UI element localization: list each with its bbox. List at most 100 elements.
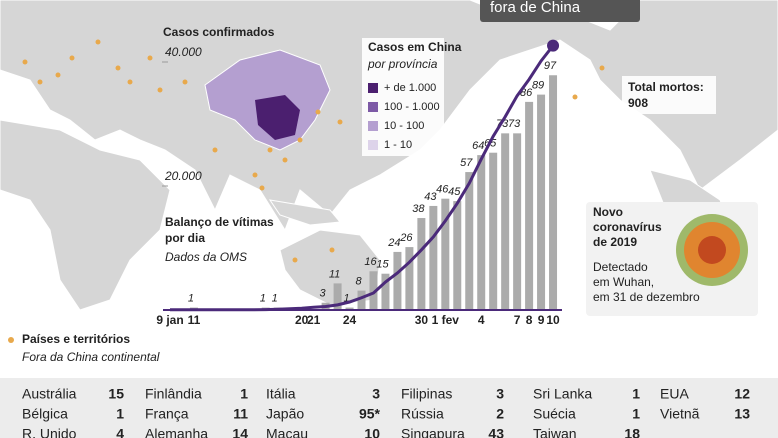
map-legend-box <box>362 38 444 156</box>
value-label: 1 <box>188 292 194 304</box>
table-background <box>0 378 778 438</box>
value-label: 97 <box>544 60 557 72</box>
x-tick-label: 9 jan <box>156 313 183 327</box>
territory-dot <box>329 247 335 253</box>
value-label: 1 <box>272 292 278 304</box>
bar <box>441 198 450 310</box>
bar <box>429 205 438 310</box>
country-name: Singapura <box>401 426 465 438</box>
territory-dot <box>157 87 163 93</box>
country-name: Taiwan <box>533 426 577 438</box>
value-label: 89 <box>532 80 544 92</box>
territory-dot <box>315 109 321 115</box>
territory-dot <box>292 257 298 263</box>
legend-label: + de 1.000 <box>384 82 436 94</box>
bar <box>549 75 558 310</box>
x-tick-label: 21 <box>307 313 321 327</box>
country-cases: 12 <box>734 386 750 402</box>
legend-label: 10 - 100 <box>384 120 424 132</box>
bar <box>465 172 474 310</box>
bar <box>513 133 522 310</box>
bar <box>525 101 534 310</box>
country-cases: 13 <box>734 406 750 422</box>
value-label: 73 <box>508 118 521 130</box>
virus-text: em 31 de dezembro <box>593 290 700 304</box>
legend-title: Casos em China <box>368 40 462 54</box>
bar <box>489 152 498 310</box>
country-cases: 1 <box>116 406 124 422</box>
value-label: 16 <box>364 256 377 268</box>
x-tick-label: 24 <box>343 313 357 327</box>
legend-dot <box>8 337 14 343</box>
country-cases: 3 <box>496 386 504 402</box>
country-name: Suécia <box>533 406 576 422</box>
total-label: Total mortos: <box>628 80 704 94</box>
value-label: 46 <box>436 184 449 196</box>
virus-title: de 2019 <box>593 235 637 249</box>
x-tick-label: 11 <box>188 313 201 327</box>
country-cases: 1 <box>632 386 640 402</box>
territory-dot <box>282 157 288 163</box>
country-cases: 1 <box>632 406 640 422</box>
country-name: França <box>145 406 189 422</box>
territory-markers <box>22 39 605 263</box>
country-cases: 10 <box>364 426 380 438</box>
country-cases: 15 <box>108 386 124 402</box>
country-name: Alemanha <box>145 426 208 438</box>
value-label: 45 <box>448 186 461 198</box>
bar <box>357 290 366 310</box>
legend-swatch <box>368 140 378 150</box>
value-label: 57 <box>460 157 473 169</box>
territory-dot <box>95 39 101 45</box>
territory-dot <box>147 55 153 61</box>
country-name: Itália <box>266 386 296 402</box>
total-box <box>622 76 716 114</box>
country-name: Filipinas <box>401 386 452 402</box>
territory-dot <box>115 65 121 71</box>
bar <box>333 283 342 310</box>
x-tick-label: 4 <box>478 313 485 327</box>
country-cases: 18 <box>624 426 640 438</box>
country-cases: 43 <box>488 426 504 438</box>
country-name: Japão <box>266 406 304 422</box>
country-cases: 1 <box>240 386 248 402</box>
country-name: R. Unido <box>22 426 77 438</box>
chart-title: Balanço de vítimas <box>165 215 274 229</box>
annotation-box <box>480 0 640 22</box>
virus-text: Detectado <box>593 260 648 274</box>
territory-dot <box>572 94 578 100</box>
value-label: 1 <box>260 292 266 304</box>
bar <box>393 251 402 310</box>
territory-dot <box>252 172 258 178</box>
total-value: 908 <box>628 96 648 110</box>
value-label: 15 <box>376 259 389 271</box>
x-tick-label: 10 <box>546 313 560 327</box>
cases-line <box>170 44 555 312</box>
bar <box>477 155 486 310</box>
virus-title: coronavírus <box>593 220 662 234</box>
virus-image <box>676 214 748 286</box>
country-name: Sri Lanka <box>533 386 592 402</box>
territory-dot <box>37 79 43 85</box>
chart-subtitle: Dados da OMS <box>165 250 247 264</box>
legend-swatch <box>368 83 378 93</box>
legend-background <box>362 38 444 156</box>
bar <box>381 273 390 310</box>
chart-title: por dia <box>165 231 205 245</box>
bar <box>501 133 510 310</box>
value-label: 24 <box>387 237 400 249</box>
bar <box>537 94 546 311</box>
country-name: Vietnã <box>660 406 700 422</box>
territory-dot <box>337 119 343 125</box>
x-tick-label: 9 <box>538 313 545 327</box>
x-tick-label: 1 fev <box>432 313 460 327</box>
value-label: 38 <box>412 203 425 215</box>
territory-dot <box>55 72 61 78</box>
territory-dot <box>127 79 133 85</box>
territory-dot <box>267 147 273 153</box>
value-label: 26 <box>399 232 413 244</box>
value-label: 43 <box>424 191 437 203</box>
country-cases: 11 <box>233 406 248 422</box>
territory-dot <box>69 55 75 61</box>
